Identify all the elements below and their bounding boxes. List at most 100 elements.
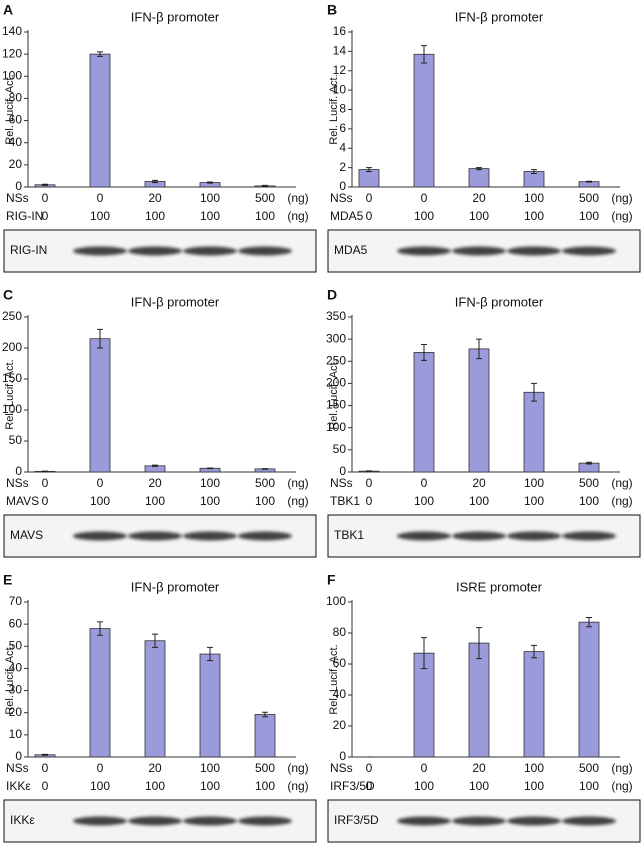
bar	[468, 168, 490, 188]
error-bar	[476, 338, 482, 360]
row-cell: 100	[414, 494, 434, 508]
row-cell: 100	[524, 761, 544, 775]
row-unit: (ng)	[611, 209, 632, 223]
row-cell: 20	[148, 191, 162, 205]
y-tick-label: 80	[333, 625, 347, 639]
blot-band	[128, 531, 182, 541]
row-cell: 100	[414, 209, 434, 223]
bar	[523, 651, 545, 758]
chart-title: IFN-β promoter	[131, 579, 220, 594]
row-cell: 100	[200, 779, 220, 793]
blot-band	[128, 246, 182, 256]
error-bar	[531, 382, 537, 402]
blot-band	[562, 246, 616, 256]
blot-band	[238, 816, 292, 826]
row-label: TBK1	[330, 494, 360, 508]
error-bar	[42, 183, 48, 186]
error-bar	[586, 617, 592, 628]
y-tick-label: 4	[339, 140, 346, 154]
blot-band	[183, 246, 237, 256]
row-cell: 500	[579, 761, 599, 775]
y-tick-label: 100	[326, 594, 346, 608]
row-unit: (ng)	[611, 476, 632, 490]
row-cell: 100	[579, 209, 599, 223]
row-cell: 0	[42, 209, 49, 223]
panel-letter: A	[3, 2, 13, 18]
row-unit: (ng)	[611, 191, 632, 205]
y-tick-label: 14	[333, 44, 347, 58]
y-tick-label: 100	[326, 420, 346, 434]
y-tick-label: 0	[339, 179, 346, 193]
error-bar	[366, 167, 372, 172]
error-bar	[586, 461, 592, 465]
row-cell: 100	[200, 494, 220, 508]
y-tick-label: 40	[333, 687, 347, 701]
row-cell: 100	[145, 494, 165, 508]
row-cell: 500	[255, 761, 275, 775]
error-bar	[586, 180, 592, 183]
row-cell: 100	[469, 779, 489, 793]
error-bar	[152, 179, 158, 184]
y-tick-label: 20	[333, 718, 347, 732]
bar	[523, 391, 545, 473]
y-tick-label: 0	[339, 464, 346, 478]
row-cell: 0	[421, 476, 428, 490]
row-cell: 0	[421, 761, 428, 775]
row-unit: (ng)	[287, 476, 308, 490]
y-tick-label: 150	[326, 398, 346, 412]
blot-band	[507, 816, 561, 826]
blot-label: TBK1	[334, 528, 364, 542]
row-cell: 100	[200, 476, 220, 490]
blot-label: MDA5	[334, 243, 368, 257]
row-cell: 100	[255, 494, 275, 508]
chart-title: IFN-β promoter	[131, 294, 220, 309]
bar	[413, 53, 435, 188]
row-cell: 100	[469, 494, 489, 508]
row-cell: 100	[255, 779, 275, 793]
y-axis-label: Rel. Lucif. Act.	[328, 644, 340, 714]
blot-band	[397, 816, 451, 826]
chart-title: IFN-β promoter	[131, 9, 220, 24]
y-axis-label: Rel. Lucif. Act.	[328, 74, 340, 144]
row-cell: 0	[366, 476, 373, 490]
bar	[199, 653, 221, 758]
error-bar	[152, 464, 158, 467]
row-cell: 500	[255, 191, 275, 205]
panel-letter: B	[327, 2, 337, 18]
blot-label: IRF3/5D	[334, 813, 379, 827]
row-label: NSs	[330, 761, 353, 775]
row-cell: 100	[90, 209, 110, 223]
blot-band	[183, 816, 237, 826]
y-tick-label: 60	[333, 656, 347, 670]
row-cell: 20	[148, 476, 162, 490]
row-cell: 20	[472, 191, 486, 205]
y-tick-label: 12	[333, 63, 347, 77]
row-unit: (ng)	[287, 191, 308, 205]
row-cell: 0	[366, 191, 373, 205]
bar	[468, 348, 490, 473]
blot-band	[452, 816, 506, 826]
y-tick-label: 40	[9, 661, 23, 675]
row-cell: 0	[366, 779, 373, 793]
y-tick-label: 20	[9, 157, 23, 171]
blot-label: RIG-IN	[10, 243, 47, 257]
row-cell: 100	[469, 209, 489, 223]
error-bar	[262, 184, 268, 187]
bar	[578, 621, 600, 758]
row-label: IRF3/5D	[330, 779, 375, 793]
row-unit: (ng)	[287, 779, 308, 793]
row-cell: 100	[200, 191, 220, 205]
bar	[413, 352, 435, 473]
y-tick-label: 250	[326, 353, 346, 367]
y-axis-label: Rel. Lucif. Act.	[4, 74, 16, 144]
row-cell: 500	[579, 476, 599, 490]
error-bar	[207, 181, 213, 184]
bar	[468, 642, 490, 758]
y-tick-label: 0	[15, 464, 22, 478]
error-bar	[531, 169, 537, 174]
blot-band	[238, 246, 292, 256]
row-unit: (ng)	[287, 761, 308, 775]
error-bar	[207, 467, 213, 470]
